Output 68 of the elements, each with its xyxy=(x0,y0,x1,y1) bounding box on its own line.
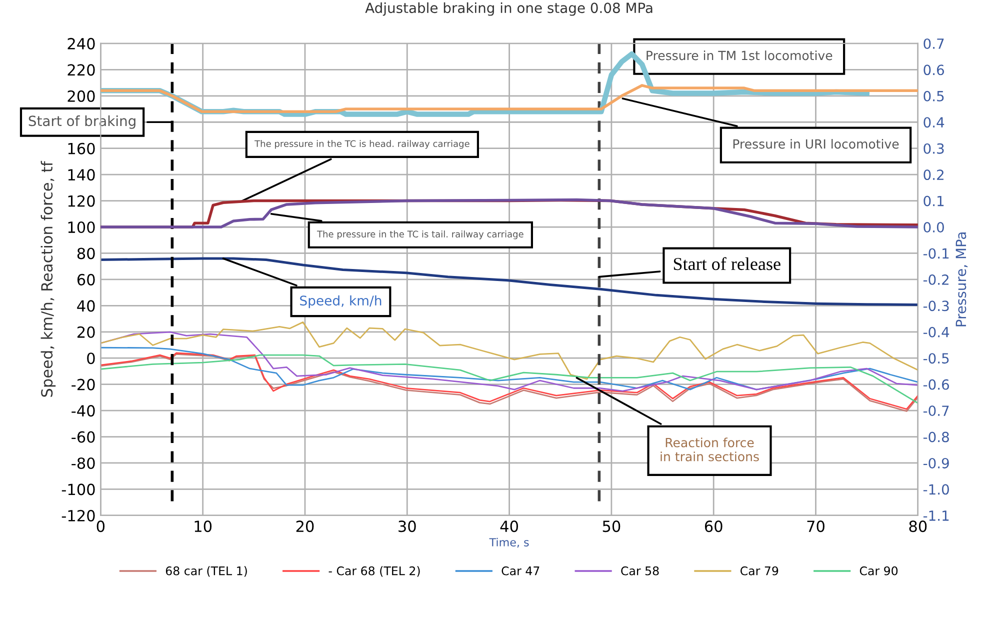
y-tick-label: 100 xyxy=(68,221,95,234)
y-tick-label: -60 xyxy=(72,431,95,443)
y2-tick-label: -0.9 xyxy=(923,458,949,468)
y2-tick-label: 0.5 xyxy=(924,90,944,102)
x-tick-label: 60 xyxy=(704,520,722,532)
x-tick-label: 50 xyxy=(602,520,620,532)
legend-label: Car 47 xyxy=(502,566,540,576)
line-series xyxy=(100,331,918,392)
x-axis-title: Time, s xyxy=(489,538,529,548)
y-tick-label: 140 xyxy=(68,169,95,181)
y2-tick-label: 0.0 xyxy=(924,222,944,232)
x-tick-label: 40 xyxy=(500,520,518,532)
x-tick-label: 10 xyxy=(194,520,212,532)
y-tick-label: 20 xyxy=(77,326,95,338)
y2-tick-label: -0.7 xyxy=(923,406,949,416)
y2-tick-label: -0.3 xyxy=(923,300,949,312)
y-tick-label: -80 xyxy=(72,457,95,470)
x-tick-label: 0 xyxy=(96,520,105,532)
y2-tick-label: 0.7 xyxy=(924,38,944,49)
y-tick-label: 40 xyxy=(77,300,95,312)
y2-tick-label: -0.4 xyxy=(923,326,950,338)
line-series xyxy=(100,84,918,114)
legend-label: Car 58 xyxy=(621,566,659,576)
y-tick-label: 160 xyxy=(68,142,95,154)
legend-label: - Car 68 (TEL 2) xyxy=(328,566,420,577)
legend-label: Car 90 xyxy=(860,566,898,576)
y-tick-label: 120 xyxy=(68,195,95,207)
ref-line-label: Start of braking xyxy=(28,115,136,129)
y-tick-label: -20 xyxy=(72,378,95,390)
y-axis-title: Speed, km/h, Reaction force, tf xyxy=(40,160,56,397)
y2-tick-label: -1.0 xyxy=(923,484,949,495)
legend-label: 68 car (TEL 1) xyxy=(166,566,247,577)
y-tick-label: 0 xyxy=(87,352,95,364)
x-tick-label: 20 xyxy=(296,520,314,532)
chart-title: Adjustable braking in one stage 0.08 MPa xyxy=(365,2,652,16)
y-tick-label: -100 xyxy=(62,484,95,496)
y2-tick-label: 0.4 xyxy=(924,117,944,128)
y2-tick-label: -0.1 xyxy=(923,248,949,259)
y2-tick-label: -0.6 xyxy=(923,379,949,390)
line-series xyxy=(100,321,918,380)
y-tick-label: 220 xyxy=(68,64,95,76)
annotation: Pressure in URI locomotive xyxy=(733,139,899,149)
y-tick-label: 200 xyxy=(68,90,95,102)
annotation: The pressure in the TC is head. railway carriage xyxy=(254,140,470,149)
y2-tick-label: -0.5 xyxy=(923,353,949,364)
annotation: Pressure in TM 1st locomotive xyxy=(646,50,832,60)
y2-tick-label: 0.2 xyxy=(924,170,944,180)
y2-tick-label: -0.2 xyxy=(923,274,948,285)
y2-tick-label: 0.1 xyxy=(924,196,944,206)
y-tick-label: 60 xyxy=(77,274,95,286)
annotation: Speed, km/h xyxy=(300,295,382,308)
x-tick-label: 80 xyxy=(909,520,927,532)
y-tick-label: 240 xyxy=(68,38,95,50)
y2-axis-title: Pressure, MPa xyxy=(956,232,968,326)
y-tick-label: -40 xyxy=(72,405,95,417)
y2-tick-label: 0.3 xyxy=(924,143,944,154)
legend-label: Car 79 xyxy=(740,566,778,576)
line-series xyxy=(100,346,918,390)
y2-tick-label: 0.6 xyxy=(924,64,944,76)
x-tick-label: 30 xyxy=(398,520,416,532)
y2-tick-label: -1.1 xyxy=(923,510,949,521)
x-tick-label: 70 xyxy=(807,520,824,532)
annotation: The pressure in the TC is tail. railway carriage xyxy=(316,230,524,240)
y2-tick-label: -0.8 xyxy=(923,432,949,442)
y-tick-label: 80 xyxy=(77,248,95,260)
y-tick-label: -120 xyxy=(62,510,95,522)
ref-line-label: Start of release xyxy=(674,257,780,270)
annotation: Reaction force in train sections xyxy=(660,438,759,462)
